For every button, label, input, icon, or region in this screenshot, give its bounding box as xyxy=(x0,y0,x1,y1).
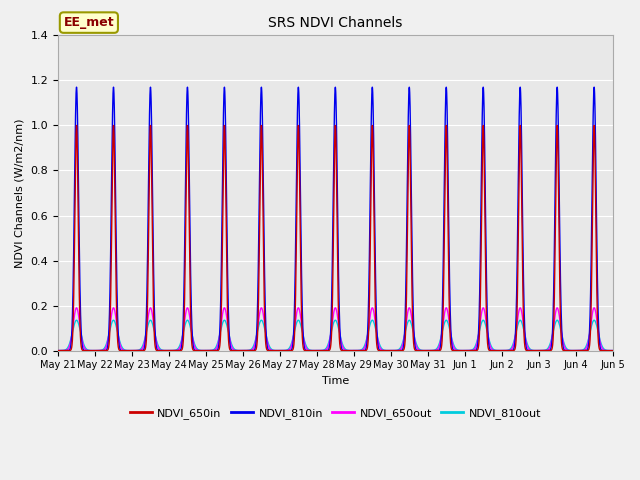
Text: EE_met: EE_met xyxy=(63,16,114,29)
Legend: NDVI_650in, NDVI_810in, NDVI_650out, NDVI_810out: NDVI_650in, NDVI_810in, NDVI_650out, NDV… xyxy=(125,404,545,423)
Title: SRS NDVI Channels: SRS NDVI Channels xyxy=(268,16,403,30)
Y-axis label: NDVI Channels (W/m2/nm): NDVI Channels (W/m2/nm) xyxy=(15,118,25,268)
X-axis label: Time: Time xyxy=(322,376,349,386)
